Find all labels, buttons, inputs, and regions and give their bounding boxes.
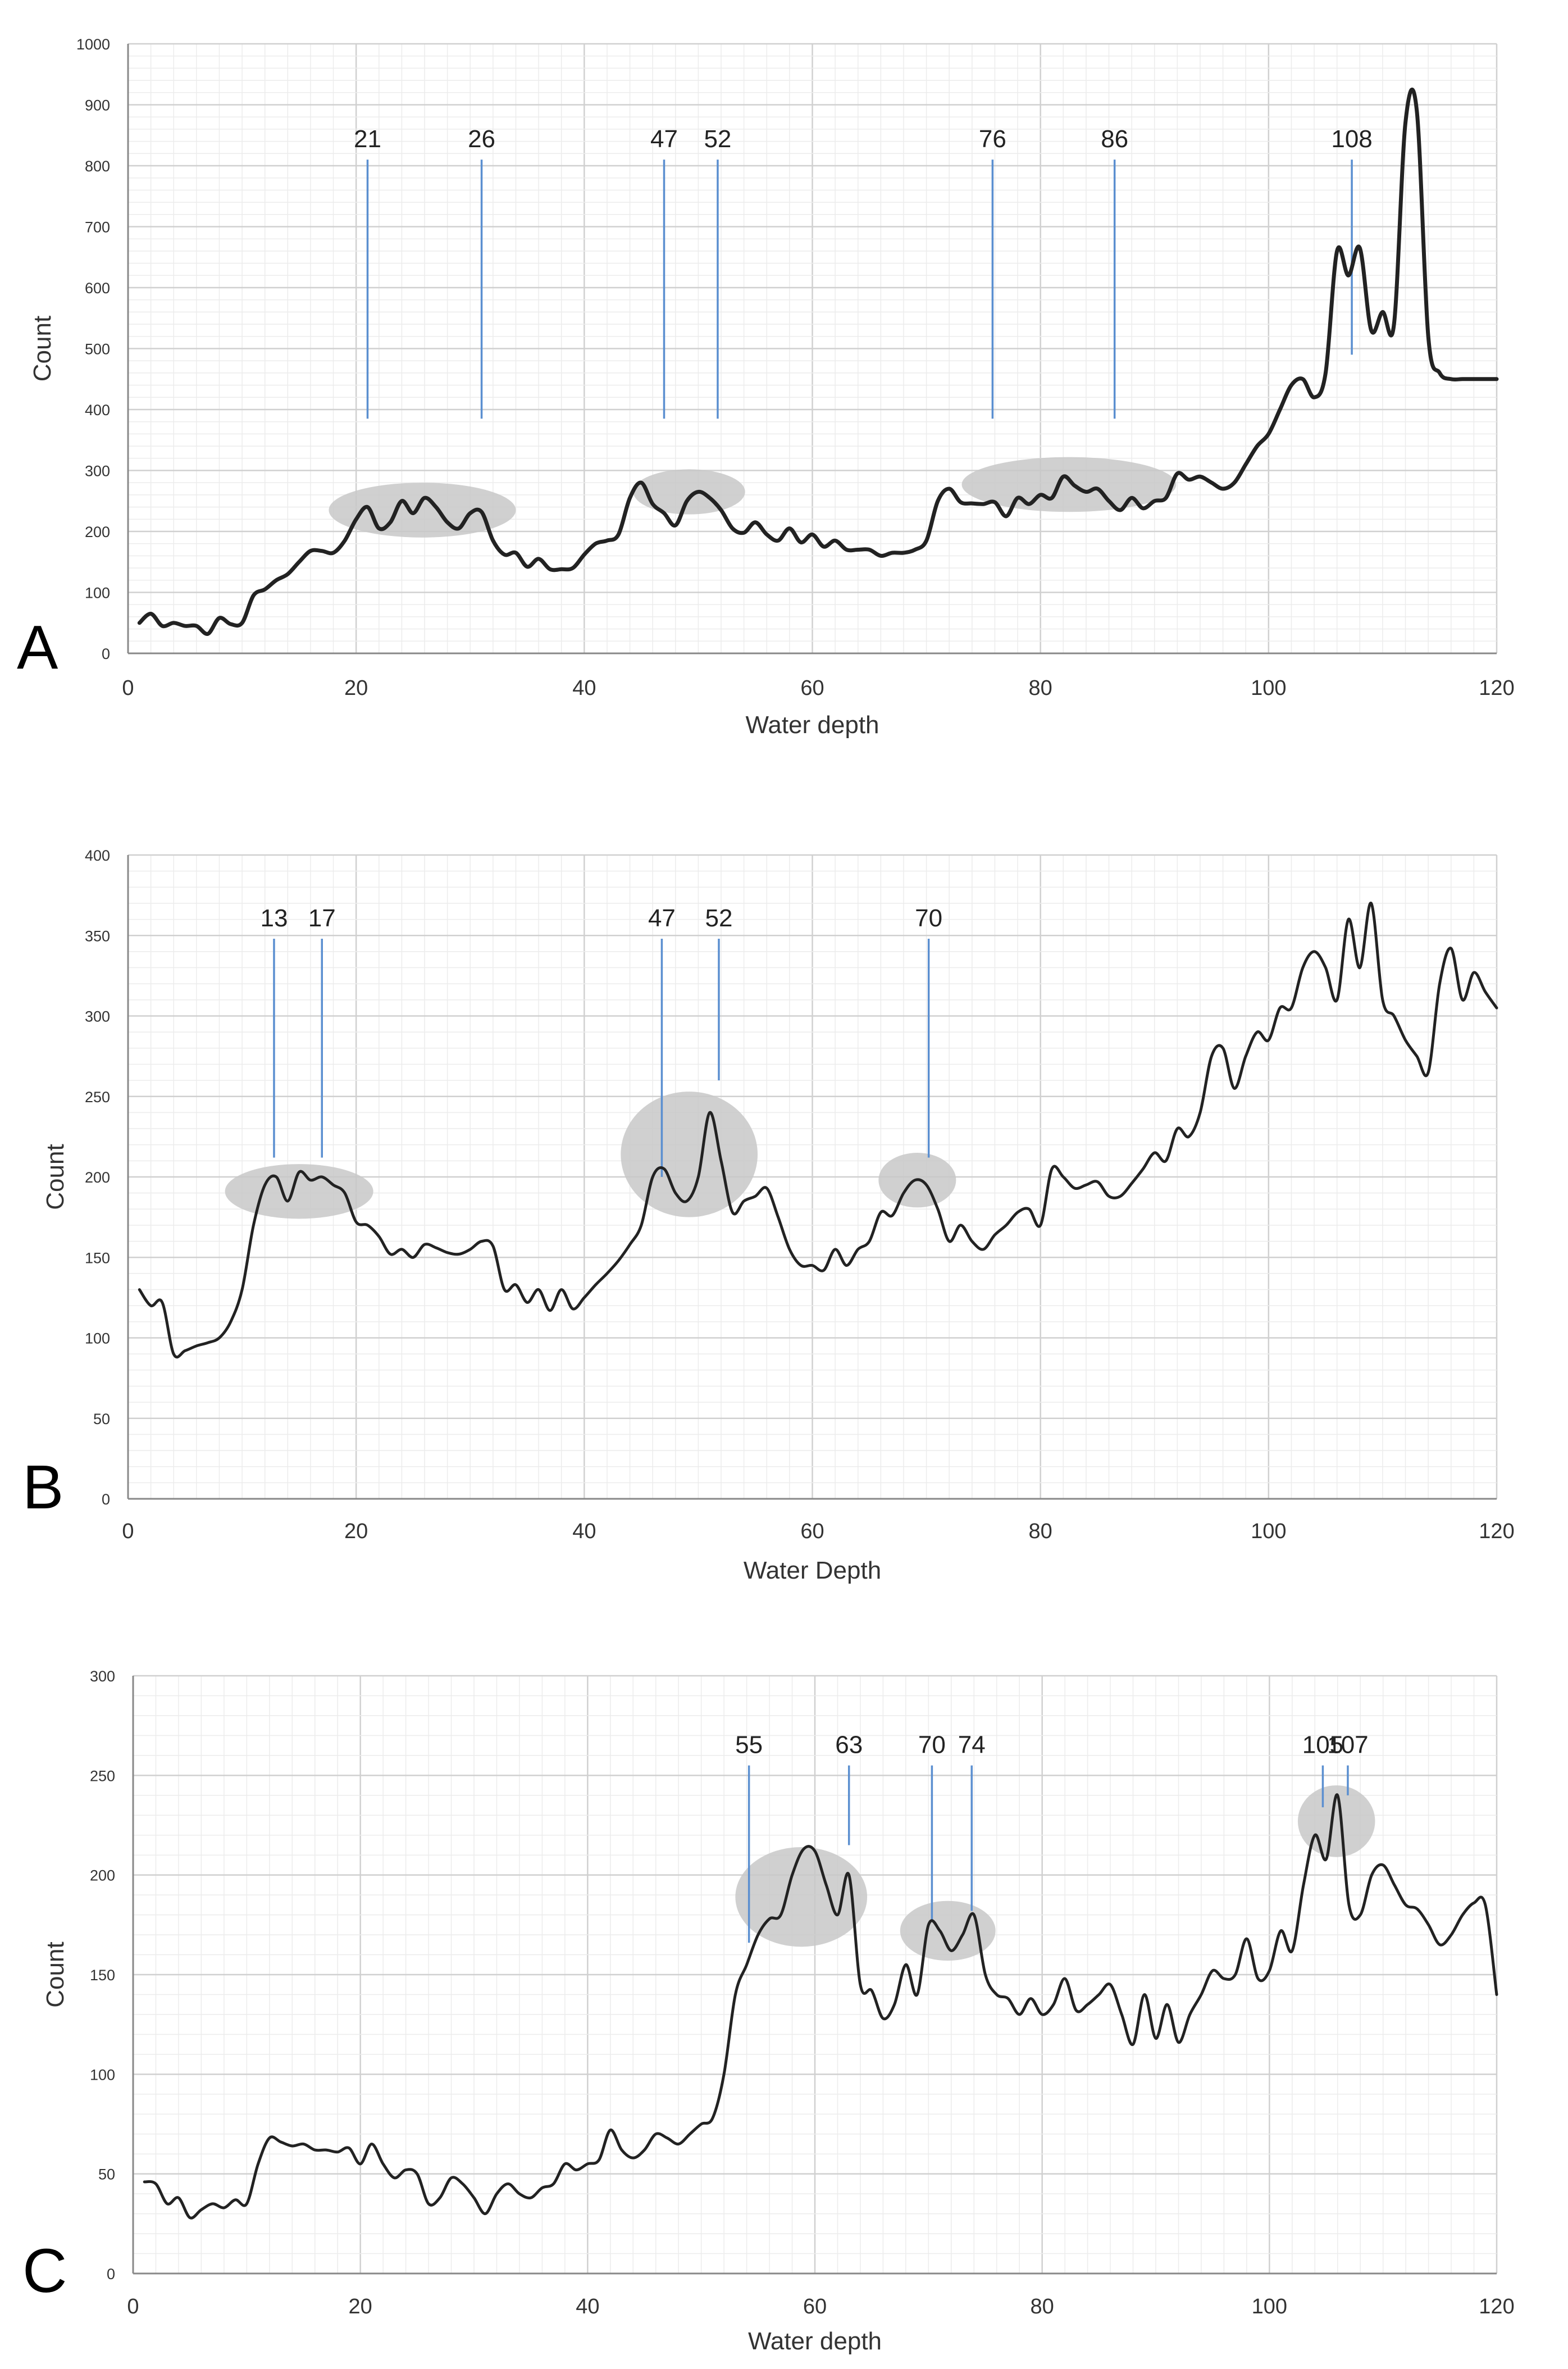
y-tick-label: 800: [85, 158, 110, 175]
peak-label: 105: [1302, 1731, 1343, 1759]
y-tick-label: 900: [85, 97, 110, 114]
y-axis-title: Count: [42, 1941, 69, 2007]
x-tick-label: 80: [1029, 676, 1052, 700]
panel-letter: B: [22, 1453, 63, 1522]
x-tick-label: 100: [1252, 2295, 1287, 2318]
peak-label: 74: [958, 1731, 986, 1759]
peak-highlight-ellipse: [735, 1847, 868, 1947]
gridlines: [132, 1675, 1498, 2275]
y-tick-label: 100: [85, 1330, 110, 1347]
y-tick-label: 600: [85, 280, 110, 297]
y-tick-label: 50: [98, 2166, 115, 2183]
peak-label: 47: [648, 904, 676, 932]
x-axis-title: Water depth: [745, 711, 879, 739]
x-tick-label: 60: [800, 1520, 824, 1543]
y-tick-label: 0: [102, 645, 110, 662]
x-tick-label: 40: [572, 1520, 596, 1543]
x-tick-label: 0: [122, 676, 134, 700]
x-tick-label: 0: [122, 1520, 134, 1543]
series-line: [143, 1793, 1498, 2220]
peak-label: 107: [1327, 1731, 1368, 1759]
series-line: [138, 902, 1498, 1359]
x-axis-title: Water Depth: [744, 1557, 881, 1584]
x-tick-label: 80: [1031, 2295, 1054, 2318]
y-tick-label: 0: [102, 1491, 110, 1508]
panel-letter: A: [17, 613, 58, 682]
y-tick-label: 350: [85, 927, 110, 944]
x-tick-label: 100: [1251, 1520, 1286, 1543]
x-tick-label: 20: [344, 676, 368, 700]
y-tick-label: 250: [85, 1089, 110, 1106]
peak-label: 26: [468, 125, 495, 153]
y-tick-label: 200: [85, 524, 110, 540]
y-axis-title: Count: [42, 1144, 69, 1209]
y-tick-label: 150: [90, 1967, 115, 1984]
y-tick-label: 50: [93, 1411, 110, 1427]
peak-highlight-ellipse: [621, 1092, 758, 1217]
x-tick-label: 120: [1479, 1520, 1514, 1543]
y-tick-label: 250: [90, 1767, 115, 1784]
y-tick-label: 400: [85, 847, 110, 864]
peak-label: 47: [650, 125, 678, 153]
y-tick-label: 400: [85, 402, 110, 419]
y-tick-label: 100: [85, 585, 110, 602]
y-tick-label: 300: [85, 463, 110, 480]
x-tick-label: 60: [803, 2295, 827, 2318]
peak-label: 63: [835, 1731, 863, 1759]
peak-label: 76: [979, 125, 1006, 153]
peak-label: 13: [260, 904, 288, 932]
gridlines: [127, 854, 1498, 1500]
peak-label: 17: [308, 904, 336, 932]
peak-label: 55: [735, 1731, 763, 1759]
x-tick-label: 100: [1251, 676, 1286, 700]
chart-panel-b: 13 17 47 52 70 0 20 40 60 80 100 120 0 50 100 150 200 250…: [22, 847, 1515, 1584]
x-axis-title: Water depth: [748, 2327, 882, 2355]
y-tick-label: 0: [107, 2266, 115, 2282]
y-tick-label: 300: [85, 1008, 110, 1025]
y-tick-label: 200: [90, 1867, 115, 1884]
series-line: [137, 88, 1499, 636]
panel-letter: C: [22, 2236, 67, 2306]
x-tick-label: 0: [127, 2295, 139, 2318]
peak-label: 52: [704, 125, 731, 153]
peak-highlight-ellipse: [225, 1164, 373, 1219]
y-tick-label: 500: [85, 341, 110, 358]
chart-panel-a: 21 26 47 52 76 86 108 0 20 40 60 80 100 120 0 100 200 300…: [17, 36, 1515, 739]
peak-label: 21: [354, 125, 381, 153]
y-axis-title: Count: [29, 316, 56, 381]
x-tick-label: 20: [344, 1520, 368, 1543]
gridlines: [127, 43, 1498, 654]
y-tick-label: 150: [85, 1249, 110, 1266]
x-tick-label: 80: [1029, 1520, 1052, 1543]
x-tick-label: 20: [349, 2295, 372, 2318]
peak-highlight-ellipse: [633, 469, 745, 515]
x-tick-label: 40: [572, 676, 596, 700]
x-tick-label: 60: [800, 676, 824, 700]
peak-label: 86: [1101, 125, 1128, 153]
peak-label: 108: [1331, 125, 1372, 153]
peak-label: 70: [918, 1731, 946, 1759]
x-tick-label: 40: [576, 2295, 599, 2318]
peak-label: 70: [915, 904, 942, 932]
x-tick-label: 120: [1479, 676, 1514, 700]
peak-label: 52: [705, 904, 732, 932]
x-tick-label: 120: [1479, 2295, 1514, 2318]
y-tick-label: 100: [90, 2066, 115, 2083]
y-tick-label: 200: [85, 1169, 110, 1186]
y-tick-label: 700: [85, 219, 110, 236]
y-tick-label: 300: [90, 1668, 115, 1685]
y-tick-label: 1000: [76, 36, 110, 53]
